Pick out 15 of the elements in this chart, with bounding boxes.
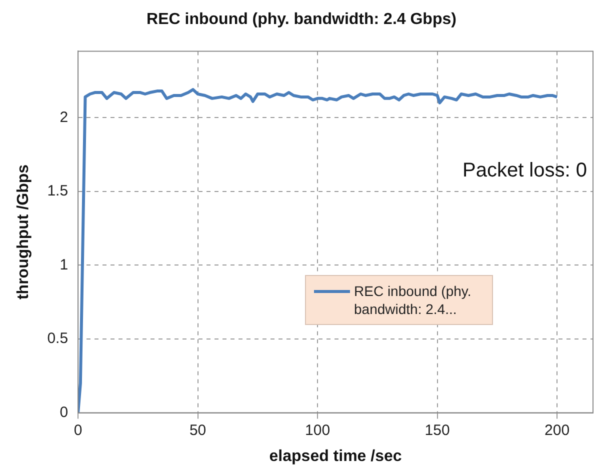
x-axis-title: elapsed time /sec xyxy=(269,448,402,465)
y-tick-label: 1 xyxy=(60,256,68,274)
y-tick-label: 2 xyxy=(60,108,68,126)
x-tick-label: 0 xyxy=(74,422,82,439)
x-tick-label: 100 xyxy=(305,422,330,439)
y-tick-label: 0.5 xyxy=(47,330,68,348)
x-tick-label: 50 xyxy=(189,422,206,439)
annotation: Packet loss: 0 xyxy=(462,160,587,182)
y-tick-label: 1.5 xyxy=(47,182,68,200)
chart-title: REC inbound (phy. bandwidth: 2.4 Gbps) xyxy=(146,11,456,28)
x-tick-label: 200 xyxy=(544,422,570,439)
y-tick-label: 0 xyxy=(60,404,68,421)
y-axis-title: throughput /Gbps xyxy=(15,164,32,300)
x-tick-label: 150 xyxy=(424,422,450,439)
legend-label: REC inbound (phy. bandwidth: 2.4... xyxy=(354,282,472,318)
